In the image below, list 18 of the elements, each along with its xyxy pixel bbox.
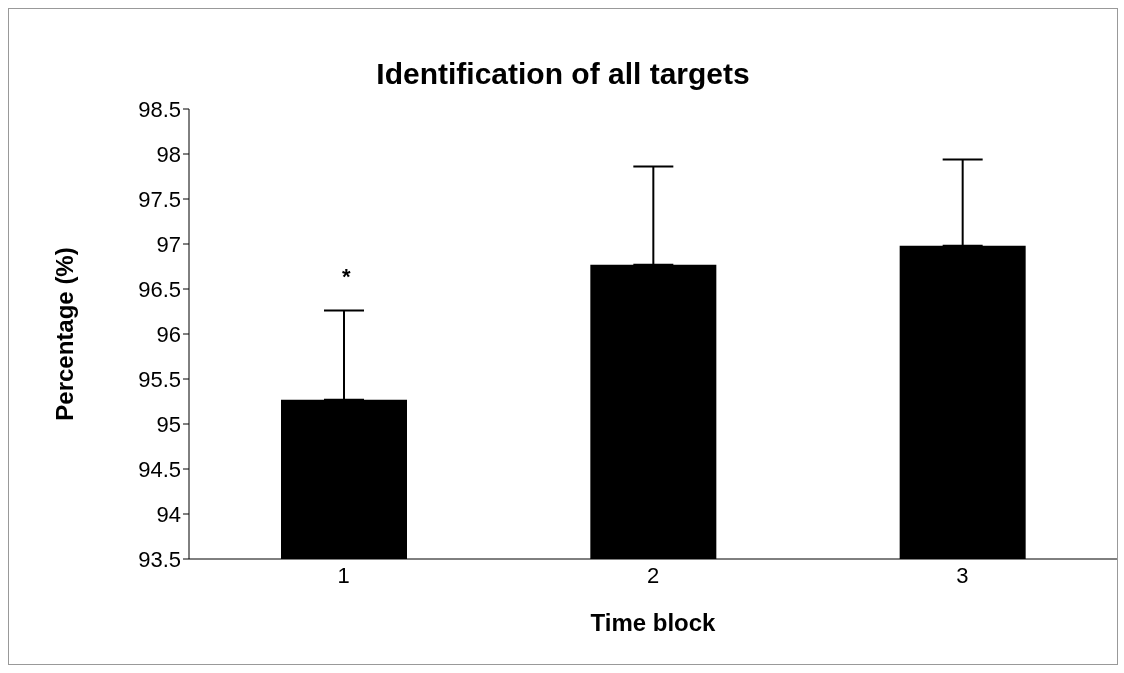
x-tick-label: 3 — [956, 562, 969, 588]
y-tick-label: 94.5 — [138, 456, 181, 482]
x-tick-label: 2 — [646, 562, 660, 588]
annotation: * — [342, 264, 351, 290]
y-tick-label: 98 — [156, 141, 181, 167]
y-tick-label: 94 — [156, 501, 181, 527]
x-tick-label: 1 — [337, 562, 350, 588]
y-tick-label: 97 — [156, 231, 181, 257]
y-tick-label: 96.5 — [138, 276, 181, 302]
y-tick-label: 93.5 — [138, 546, 181, 572]
y-axis-title: Percentage (%) — [50, 247, 78, 421]
y-tick-label: 95.5 — [138, 366, 181, 392]
y-tick-label: 97.5 — [138, 186, 181, 212]
y-tick-label: 96 — [156, 321, 181, 347]
x-axis-title: Time block — [590, 609, 717, 636]
y-tick-label: 95 — [156, 411, 181, 437]
y-tick-label: 98.5 — [138, 96, 181, 122]
chart-title: Identification of all targets — [376, 57, 750, 90]
